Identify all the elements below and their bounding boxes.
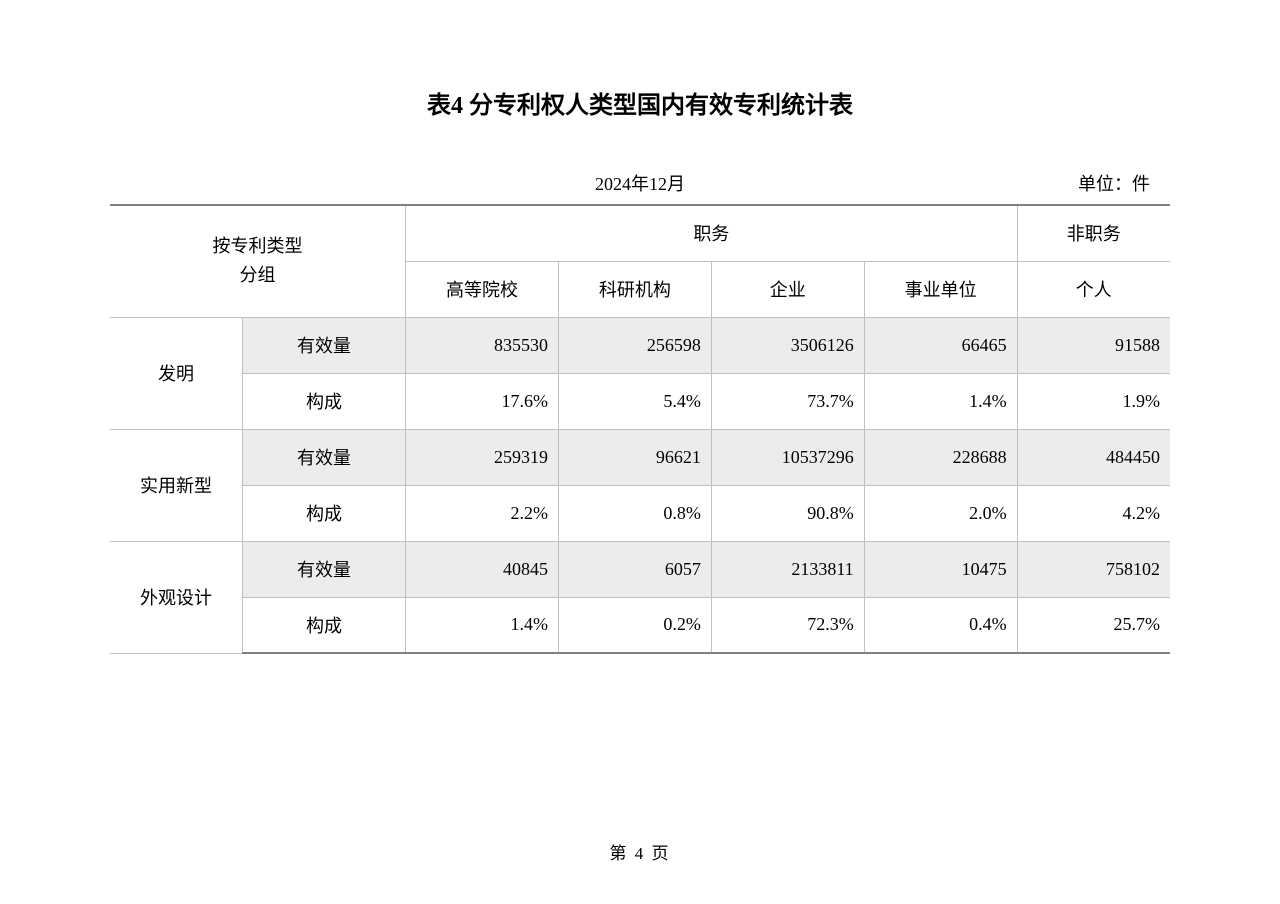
table-title: 表4 分专利权人类型国内有效专利统计表 xyxy=(110,85,1170,120)
data-cell: 91588 xyxy=(1017,317,1170,373)
meta-row: 2024年12月 单位：件 xyxy=(110,170,1170,196)
data-cell: 96621 xyxy=(558,429,711,485)
sub-label: 构成 xyxy=(243,485,406,541)
data-cell: 3506126 xyxy=(711,317,864,373)
data-cell: 0.2% xyxy=(558,597,711,653)
table-row: 构成17.6%5.4%73.7%1.4%1.9% xyxy=(110,373,1170,429)
header-col-qiye: 企业 xyxy=(711,261,864,317)
header-group-line2: 分组 xyxy=(240,265,276,285)
header-zhiwu: 职务 xyxy=(406,205,1018,261)
data-cell: 1.4% xyxy=(864,373,1017,429)
data-cell: 72.3% xyxy=(711,597,864,653)
data-cell: 66465 xyxy=(864,317,1017,373)
table-row: 构成1.4%0.2%72.3%0.4%25.7% xyxy=(110,597,1170,653)
header-group-line1: 按专利类型 xyxy=(213,236,303,256)
table-row: 发明有效量83553025659835061266646591588 xyxy=(110,317,1170,373)
data-cell: 6057 xyxy=(558,541,711,597)
header-col-gaodeng: 高等院校 xyxy=(406,261,559,317)
data-cell: 10475 xyxy=(864,541,1017,597)
header-feizhiwu: 非职务 xyxy=(1017,205,1170,261)
data-cell: 25.7% xyxy=(1017,597,1170,653)
data-cell: 1.4% xyxy=(406,597,559,653)
data-cell: 259319 xyxy=(406,429,559,485)
table-row: 实用新型有效量2593199662110537296228688484450 xyxy=(110,429,1170,485)
sub-label: 构成 xyxy=(243,373,406,429)
data-cell: 73.7% xyxy=(711,373,864,429)
header-col-geren: 个人 xyxy=(1017,261,1170,317)
data-cell: 0.4% xyxy=(864,597,1017,653)
patent-stats-table: 按专利类型 分组 职务 非职务 高等院校 科研机构 企业 事业单位 个人 发明有… xyxy=(110,204,1170,654)
data-cell: 1.9% xyxy=(1017,373,1170,429)
date-label: 2024年12月 xyxy=(115,170,1165,196)
data-cell: 4.2% xyxy=(1017,485,1170,541)
page-number: 第 4 页 xyxy=(0,839,1280,864)
data-cell: 484450 xyxy=(1017,429,1170,485)
group-label: 发明 xyxy=(110,317,243,429)
data-cell: 40845 xyxy=(406,541,559,597)
data-cell: 2.2% xyxy=(406,485,559,541)
data-cell: 758102 xyxy=(1017,541,1170,597)
data-cell: 228688 xyxy=(864,429,1017,485)
header-col-keyan: 科研机构 xyxy=(558,261,711,317)
data-cell: 835530 xyxy=(406,317,559,373)
table-row: 外观设计有效量408456057213381110475758102 xyxy=(110,541,1170,597)
sub-label: 有效量 xyxy=(243,429,406,485)
data-cell: 17.6% xyxy=(406,373,559,429)
data-cell: 2133811 xyxy=(711,541,864,597)
group-label: 实用新型 xyxy=(110,429,243,541)
data-cell: 256598 xyxy=(558,317,711,373)
data-cell: 90.8% xyxy=(711,485,864,541)
sub-label: 有效量 xyxy=(243,541,406,597)
table-row: 构成2.2%0.8%90.8%2.0%4.2% xyxy=(110,485,1170,541)
header-group-label: 按专利类型 分组 xyxy=(110,205,406,317)
data-cell: 2.0% xyxy=(864,485,1017,541)
header-col-shiye: 事业单位 xyxy=(864,261,1017,317)
data-cell: 0.8% xyxy=(558,485,711,541)
group-label: 外观设计 xyxy=(110,541,243,653)
data-cell: 5.4% xyxy=(558,373,711,429)
sub-label: 构成 xyxy=(243,597,406,653)
data-cell: 10537296 xyxy=(711,429,864,485)
unit-label: 单位：件 xyxy=(1078,170,1150,196)
sub-label: 有效量 xyxy=(243,317,406,373)
